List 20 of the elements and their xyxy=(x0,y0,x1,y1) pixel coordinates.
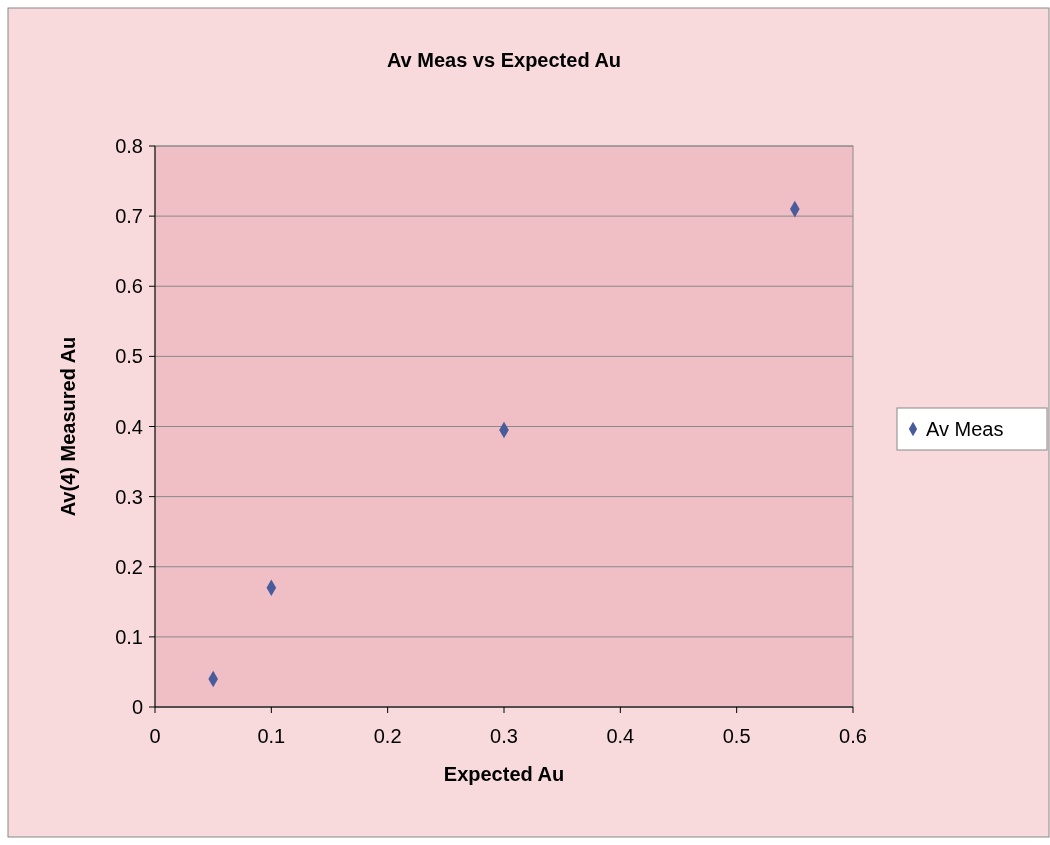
x-tick-label: 0.5 xyxy=(722,725,751,747)
y-axis-title: Av(4) Measured Au xyxy=(57,336,79,517)
y-tick-label: 0 xyxy=(131,696,143,718)
y-tick-label: 0.4 xyxy=(115,415,143,438)
y-tick-label: 0.3 xyxy=(115,485,143,508)
x-tick-label: 0.6 xyxy=(839,725,867,747)
y-tick-label: 0.5 xyxy=(115,345,143,368)
x-tick-label: 0.1 xyxy=(257,725,286,747)
x-tick-label: 0.2 xyxy=(373,725,402,747)
y-tick-label: 0.8 xyxy=(115,135,143,157)
x-tick-label: 0 xyxy=(149,725,161,747)
x-tick-label: 0.4 xyxy=(606,725,635,747)
y-tick-label: 0.1 xyxy=(115,625,143,648)
chart-title: Av Meas vs Expected Au xyxy=(386,49,622,71)
legend-label: Av Meas xyxy=(926,418,1004,440)
y-tick-label: 0.6 xyxy=(115,275,143,298)
x-tick-label: 0.3 xyxy=(490,725,518,747)
y-tick-label: 0.2 xyxy=(115,555,143,578)
x-axis-title: Expected Au xyxy=(443,763,565,785)
y-tick-label: 0.7 xyxy=(115,205,143,228)
